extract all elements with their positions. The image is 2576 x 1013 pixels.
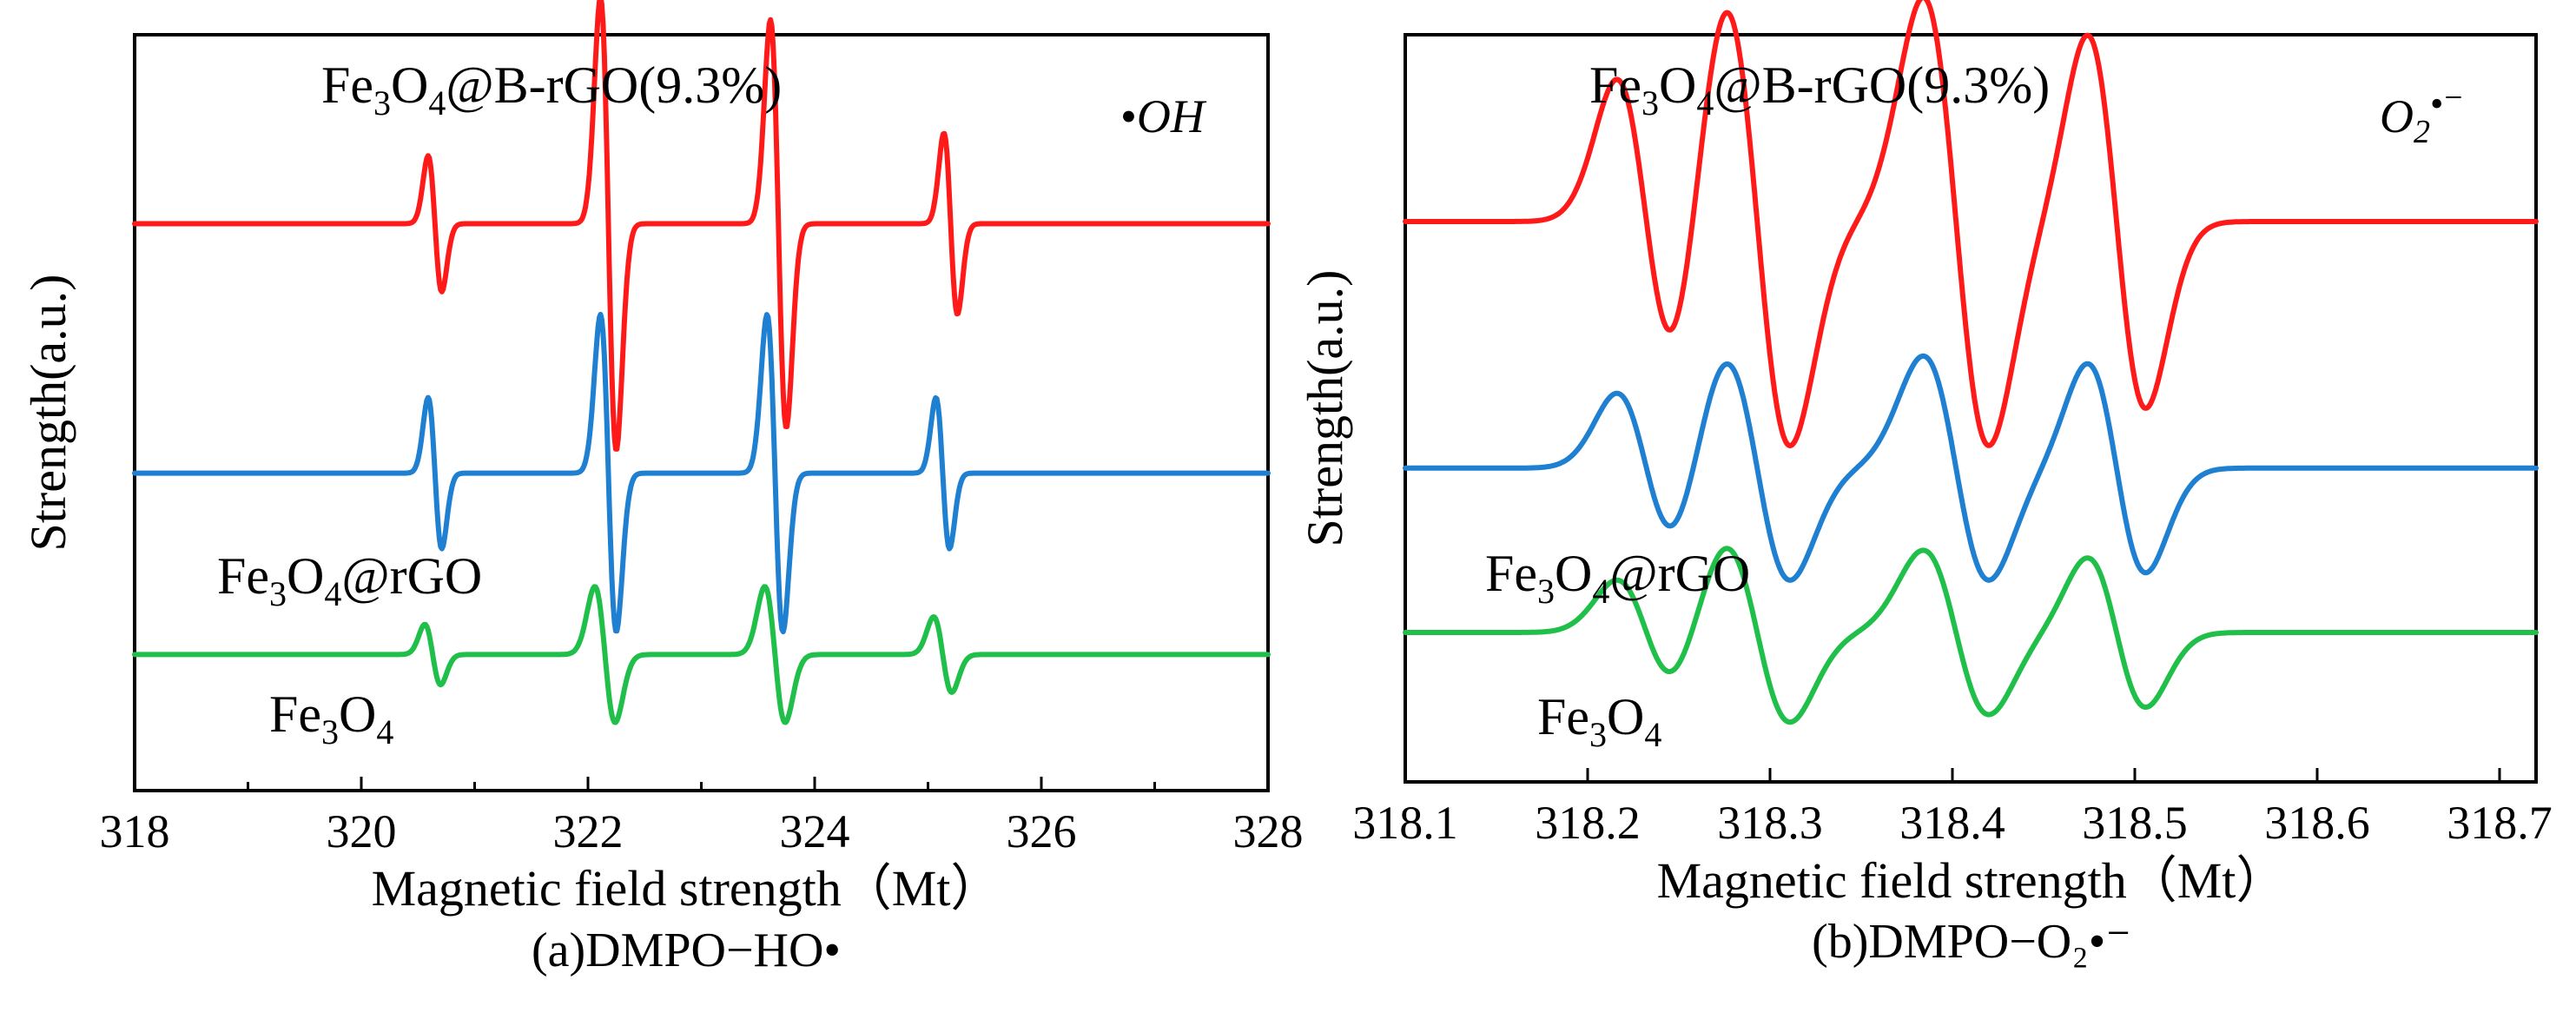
panel-a-tick-labels: 318 320 322 324 326 328 (100, 805, 1304, 857)
x-tick-label: 318.2 (1535, 797, 1641, 849)
series-line-blue (1403, 353, 2539, 583)
x-tick-label: 326 (1007, 805, 1077, 857)
series-line-red (132, 0, 1271, 452)
panel-a-label-rgo: Fe3O4@rGO (217, 547, 482, 613)
panel-b-tick-labels: 318.1 318.2 318.3 318.4 318.5 318.6 318.7 (1352, 797, 2553, 849)
x-tick-label: 318.3 (1717, 797, 1823, 849)
panel-a-y-axis-title: Strength(a.u.) (20, 275, 76, 552)
series-line-blue (132, 311, 1271, 635)
series-line-green (132, 584, 1271, 725)
panel-b-label-rgo: Fe3O4@rGO (1485, 545, 1750, 611)
x-tick-label: 318 (100, 805, 170, 857)
panel-b-ticks (1404, 768, 2501, 782)
x-tick-label: 328 (1233, 805, 1304, 857)
panel-a-series (132, 0, 1271, 725)
panel-b-label-fe3o4: Fe3O4 (1537, 688, 1661, 754)
panel-b-series (1403, 0, 2539, 725)
x-tick-label: 318.7 (2447, 797, 2553, 849)
series-line-red (1403, 0, 2539, 448)
panel-a-radical-annotation: •OH (1120, 90, 1207, 142)
panel-b-plot-frame (1404, 33, 2538, 784)
panel-b-x-axis-title: Magnetic field strength（Mt） (1657, 852, 2287, 909)
x-tick-label: 318.4 (1899, 797, 2005, 849)
panel-a-x-axis-title: Magnetic field strength（Mt） (372, 860, 1001, 917)
panel-a-plot-frame (133, 33, 1270, 792)
x-tick-label: 324 (780, 805, 850, 857)
panel-a-label-b-rgo: Fe3O4@B-rGO(9.3%) (321, 56, 782, 122)
x-tick-label: 320 (327, 805, 397, 857)
series-line-green (1403, 546, 2539, 725)
panel-b-y-axis-title: Strength(a.u.) (1297, 270, 1353, 547)
panel-b-label-b-rgo: Fe3O4@B-rGO(9.3%) (1589, 56, 2050, 122)
x-tick-label: 318.1 (1352, 797, 1458, 849)
panel-b-dmpo-o2: 318.1 318.2 318.3 318.4 318.5 318.6 318.7 Fe3O… (1297, 0, 2553, 969)
x-tick-label: 322 (553, 805, 624, 857)
x-tick-label: 318.6 (2264, 797, 2370, 849)
panel-a-label-fe3o4: Fe3O4 (269, 685, 393, 751)
panel-a-dmpo-ho: 318 320 322 324 326 328 Fe3O4@B-rGO(9.3%) Fe3… (20, 0, 1304, 977)
panel-a-caption: (a)DMPO−HO• (532, 924, 841, 977)
panel-b-radical-annotation: O2•⁻ (2380, 83, 2464, 150)
panel-a-ticks (133, 777, 1270, 791)
panel-b-caption: (b)DMPO−O₂•⁻ (1812, 915, 2131, 969)
x-tick-label: 318.5 (2082, 797, 2188, 849)
